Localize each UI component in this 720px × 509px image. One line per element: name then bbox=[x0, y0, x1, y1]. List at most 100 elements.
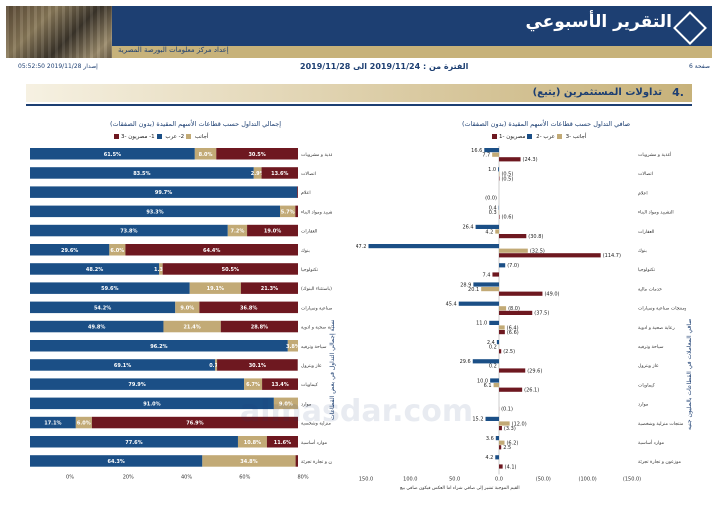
net-bar-1 bbox=[475, 224, 499, 229]
segment-label: 93.3% bbox=[146, 209, 163, 215]
bar-segment-2 bbox=[202, 455, 296, 467]
bar-segment-3 bbox=[295, 205, 298, 218]
segment-label: 50.5% bbox=[222, 267, 239, 273]
legend-foreigners-label: أجانب -3 bbox=[565, 134, 587, 140]
segment-label: 6.7% bbox=[246, 382, 260, 388]
net-bar-3 bbox=[492, 272, 499, 277]
report-period: الفترة من : 2019/11/24 الى 2019/11/28 bbox=[300, 62, 469, 71]
net-bar-3 bbox=[499, 157, 521, 162]
segment-label: 73.8% bbox=[120, 229, 137, 235]
category-label: موارد bbox=[638, 403, 649, 408]
value-label: (6.6) bbox=[507, 330, 519, 336]
header-photo bbox=[6, 6, 126, 58]
report-header: التقرير الأسبوعي إعداد مركز معلومات البو… bbox=[0, 0, 720, 60]
bar-segment-1 bbox=[30, 359, 216, 371]
bar-segment-2 bbox=[287, 340, 298, 352]
net-bar-1 bbox=[499, 263, 506, 268]
segment-label: 21.4% bbox=[183, 325, 200, 331]
segment-label: 54.2% bbox=[94, 305, 111, 311]
value-label: (0.6) bbox=[502, 215, 514, 221]
value-label: (0.5) bbox=[501, 176, 513, 182]
value-label: 6.1 bbox=[484, 383, 492, 389]
value-label: 0.2 bbox=[489, 364, 497, 370]
bar-segment-1 bbox=[30, 378, 245, 390]
value-label: 28.9 bbox=[460, 282, 471, 288]
segment-label: 3.8% bbox=[286, 344, 300, 350]
segment-label: 59.6% bbox=[101, 286, 118, 292]
net-bar-1 bbox=[489, 320, 499, 325]
value-label: 4.2 bbox=[485, 455, 493, 461]
watermark: almasdar.com bbox=[240, 394, 474, 429]
segment-label: 13.4% bbox=[271, 382, 288, 388]
category-label: غاز وبترول bbox=[638, 364, 659, 369]
legend-arabs-swatch bbox=[186, 134, 192, 139]
net-bar-1 bbox=[495, 436, 499, 441]
legend-foreigners-swatch bbox=[492, 134, 497, 139]
value-label: 10.0 bbox=[477, 378, 488, 384]
x-tick-label: 0.0 bbox=[495, 476, 503, 482]
net-bar-3 bbox=[499, 426, 502, 431]
left-chart-title: إجمالي التداول حسب قطاعات الأسهم المقيدة… bbox=[110, 120, 282, 128]
section-bar: تداولات المستثمرين (يتبع) 4. bbox=[26, 84, 692, 102]
net-bar-1 bbox=[498, 167, 499, 172]
value-label: (29.6) bbox=[527, 368, 542, 374]
category-label: بنوك bbox=[638, 249, 647, 254]
segment-label: 28.8% bbox=[251, 325, 268, 331]
left-stacked-bar-chart: 61.5% 8.0% 30.5% أغذية و مشروبات 83.5% 2.9% 13… bbox=[30, 148, 332, 480]
net-bar-3 bbox=[499, 234, 527, 239]
segment-label: 19.1% bbox=[207, 286, 224, 292]
x-tick-label: 20% bbox=[123, 474, 134, 480]
value-label: (0.5) bbox=[501, 172, 513, 178]
legend-arabs-swatch bbox=[556, 134, 562, 139]
bar-segment-2 bbox=[109, 244, 126, 256]
segment-label: 6.0% bbox=[110, 248, 124, 254]
category-label: غاز وبترول bbox=[301, 364, 322, 369]
bar-segment-2 bbox=[280, 205, 296, 218]
segment-label: 10.8% bbox=[244, 440, 261, 446]
segment-label: 36.8% bbox=[240, 305, 257, 311]
net-bar-1 bbox=[485, 416, 499, 421]
category-label: العقارات bbox=[638, 230, 654, 235]
value-label: 45.4 bbox=[446, 302, 457, 308]
segment-label: 49.8% bbox=[88, 325, 105, 331]
category-label: بنوك bbox=[301, 249, 310, 254]
segment-label: 5.7% bbox=[281, 209, 295, 215]
page-number: صفحة 6 bbox=[689, 63, 710, 70]
category-label: العقارات bbox=[301, 230, 317, 235]
right-chart-legend: أجانب -3 عرب -2 مصريون -1 bbox=[490, 134, 586, 140]
value-label: 0.2 bbox=[489, 345, 497, 351]
legend-egyptians-label: مصريون -1 bbox=[499, 134, 526, 140]
segment-label: 99.7% bbox=[155, 190, 172, 196]
bar-segment-3 bbox=[125, 244, 299, 256]
value-label: (37.5) bbox=[534, 311, 549, 317]
bar-segment-1 bbox=[30, 455, 203, 467]
value-label: (30.8) bbox=[528, 234, 543, 240]
net-bar-3 bbox=[499, 387, 523, 392]
value-label: 29.6 bbox=[460, 359, 471, 365]
segment-label: 83.5% bbox=[133, 171, 150, 177]
issue-date: إصدار 2019/11/28 05:52:50 bbox=[18, 63, 98, 70]
bar-segment-1 bbox=[30, 282, 190, 294]
category-label: تكنولوجيا bbox=[638, 267, 656, 273]
meta-row: صفحة 6 الفترة من : 2019/11/24 الى 2019/1… bbox=[0, 60, 720, 74]
category-label: خدمات ومنتجات صناعية وسيارات bbox=[638, 307, 686, 312]
bar-segment-3 bbox=[220, 320, 298, 333]
report-title: التقرير الأسبوعي bbox=[525, 12, 672, 32]
legend-foreigners-swatch bbox=[114, 134, 119, 139]
category-label: أغذية و مشروبات bbox=[301, 151, 332, 158]
segment-label: 0.7% bbox=[209, 363, 223, 369]
segment-label: 11.6% bbox=[274, 440, 291, 446]
value-label: 11.0 bbox=[476, 321, 487, 327]
segment-label: 91.0% bbox=[143, 401, 160, 407]
bar-segment-3 bbox=[216, 148, 298, 160]
legend-arabs-label: 2- عرب bbox=[165, 134, 185, 140]
section-number: 4. bbox=[672, 86, 684, 99]
bar-segment-2 bbox=[215, 359, 218, 371]
category-label: منتجات منزلية وشخصية bbox=[638, 422, 684, 427]
value-label: 0.4 bbox=[489, 206, 497, 212]
value-label: 0.3 bbox=[489, 210, 497, 216]
value-label: 1.0 bbox=[488, 167, 496, 173]
x-tick-label: (150.0) bbox=[623, 476, 641, 482]
bar-segment-2 bbox=[227, 224, 248, 237]
segment-label: 6.0% bbox=[77, 421, 91, 427]
